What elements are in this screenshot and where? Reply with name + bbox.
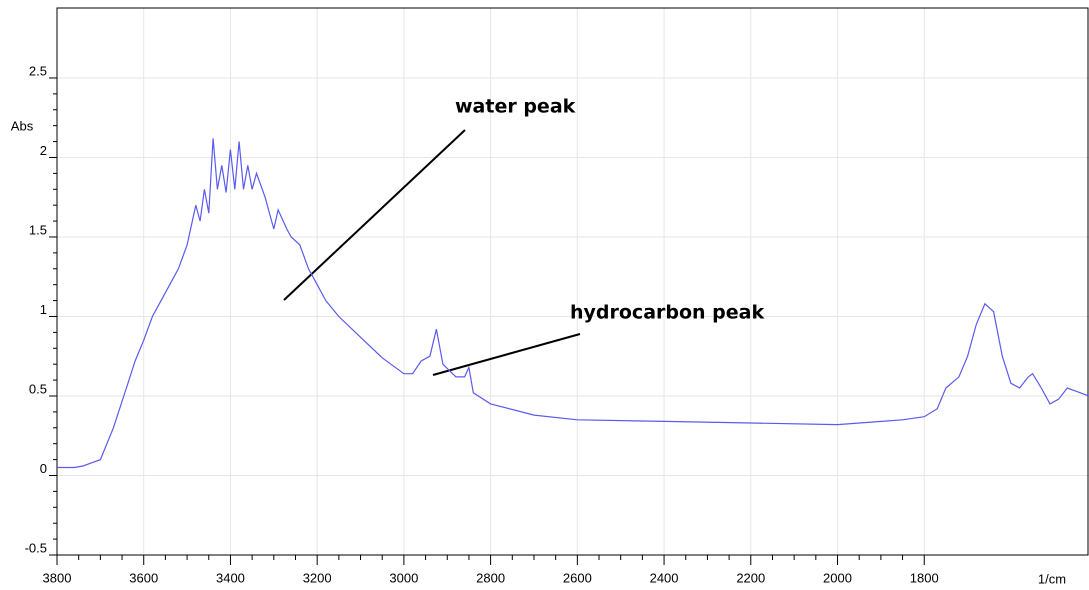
x-tick-label: 3800 — [43, 570, 72, 585]
x-tick-label: 2200 — [736, 570, 765, 585]
x-tick-label: 2800 — [476, 570, 505, 585]
x-tick-label: 1800 — [910, 570, 939, 585]
x-tick-label: 3400 — [216, 570, 245, 585]
y-tick-label: 0.5 — [29, 381, 47, 396]
y-tick-label: 2.5 — [29, 63, 47, 78]
plot-frame — [56, 7, 1089, 556]
y-tick-label: 2 — [40, 143, 47, 158]
annotation-pointer — [432, 333, 581, 376]
annotation-pointer — [283, 129, 466, 301]
x-axis-label: 1/cm — [1038, 571, 1066, 586]
annotation: hydrocarbon peak — [570, 302, 764, 324]
y-tick-label: 1.5 — [29, 222, 47, 237]
x-tick-label: 2400 — [650, 570, 679, 585]
x-tick-label: 2000 — [823, 570, 852, 585]
y-tick-label: 0 — [40, 461, 47, 476]
x-tick-label: 2600 — [563, 570, 592, 585]
x-tick-label: 3200 — [303, 570, 332, 585]
y-axis-label: Abs — [11, 118, 34, 133]
annotation: water peak — [455, 96, 576, 118]
x-tick-label: 3000 — [389, 570, 418, 585]
x-tick-label: 3600 — [129, 570, 158, 585]
spectrum-line — [57, 138, 1089, 469]
y-tick-label: 1 — [40, 302, 47, 317]
y-tick-label: -0.5 — [25, 540, 47, 555]
